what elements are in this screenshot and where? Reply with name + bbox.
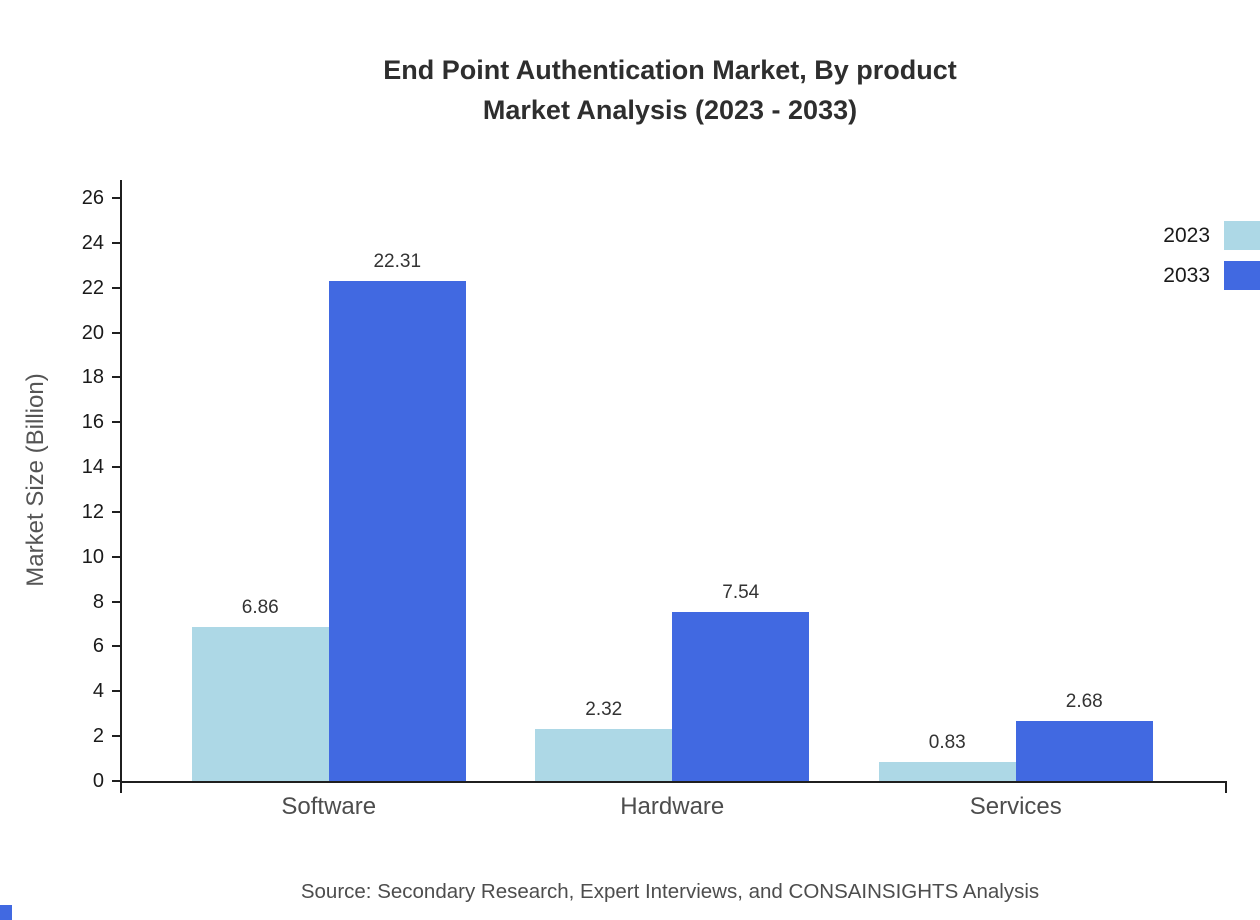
bar-2033-services bbox=[1015, 720, 1153, 781]
y-axis-tick bbox=[112, 197, 120, 199]
y-axis-tick bbox=[112, 780, 120, 782]
y-axis-tick bbox=[112, 735, 120, 738]
bar-2033-hardware bbox=[672, 611, 810, 781]
bar-value-label: 0.83 bbox=[928, 732, 966, 754]
source-attribution: Source: Secondary Research, Expert Inter… bbox=[300, 880, 1040, 903]
chart-legend: 2023 2033 bbox=[1163, 221, 1260, 301]
x-category-label: Software bbox=[281, 793, 377, 820]
corner-mark bbox=[0, 905, 12, 920]
y-axis-tick bbox=[112, 241, 120, 244]
legend-item-2033: 2033 bbox=[1163, 261, 1260, 290]
y-tick-label: 20 bbox=[81, 321, 104, 344]
y-axis-tick bbox=[112, 331, 120, 334]
y-tick-label: 22 bbox=[81, 276, 104, 299]
y-axis-tick bbox=[112, 286, 120, 289]
y-tick-label: 14 bbox=[81, 456, 104, 479]
y-tick-label: 26 bbox=[81, 187, 104, 209]
x-axis-end-tick bbox=[1225, 783, 1227, 793]
legend-swatch-2023-icon bbox=[1224, 221, 1260, 250]
y-tick-label: 12 bbox=[81, 500, 104, 523]
chart-title-line1: End Point Authentication Market, By prod… bbox=[383, 55, 957, 85]
y-axis-tick bbox=[112, 466, 120, 469]
x-axis-end-tick bbox=[120, 783, 122, 793]
bar-2033-software bbox=[328, 280, 466, 781]
bar-value-label: 6.86 bbox=[241, 597, 279, 619]
legend-label-2023: 2023 bbox=[1163, 223, 1210, 247]
y-tick-label: 2 bbox=[92, 725, 104, 748]
bar-value-label: 7.54 bbox=[722, 581, 760, 603]
y-tick-label: 0 bbox=[92, 770, 104, 792]
x-category-label: Hardware bbox=[620, 793, 725, 820]
y-axis-tick bbox=[112, 645, 120, 648]
x-category-label: Services bbox=[969, 793, 1062, 820]
y-tick-label: 8 bbox=[92, 590, 104, 613]
y-tick-label: 10 bbox=[81, 545, 104, 568]
bar-2023-hardware bbox=[535, 728, 673, 781]
bar-2023-software bbox=[191, 627, 329, 781]
y-tick-label: 24 bbox=[81, 231, 104, 254]
chart-title: End Point Authentication Market, By prod… bbox=[80, 50, 1260, 130]
plot-area: 0 2 4 6 8 10 12 14 16 18 20 22 24 26 6.86 22.31 Software… bbox=[82, 180, 1227, 820]
chart-title-line2: Market Analysis (2023 - 2033) bbox=[482, 95, 858, 125]
y-axis-tick bbox=[112, 600, 120, 603]
legend-item-2023: 2023 bbox=[1163, 221, 1260, 250]
y-tick-label: 16 bbox=[81, 411, 104, 434]
y-tick-label: 6 bbox=[92, 635, 104, 658]
bar-value-label: 2.68 bbox=[1065, 690, 1103, 712]
y-axis-tick bbox=[112, 690, 120, 693]
bar-value-label: 22.31 bbox=[373, 250, 422, 272]
y-tick-label: 4 bbox=[92, 680, 104, 703]
legend-swatch-2033-icon bbox=[1224, 261, 1260, 290]
y-axis-tick bbox=[112, 555, 120, 558]
y-axis-tick bbox=[112, 510, 120, 513]
bar-value-label: 2.32 bbox=[585, 698, 623, 720]
y-axis-tick bbox=[112, 421, 120, 424]
y-axis-tick bbox=[112, 376, 120, 379]
bar-2023-services bbox=[878, 762, 1016, 781]
y-tick-label: 18 bbox=[81, 366, 104, 389]
legend-label-2033: 2033 bbox=[1163, 263, 1210, 287]
